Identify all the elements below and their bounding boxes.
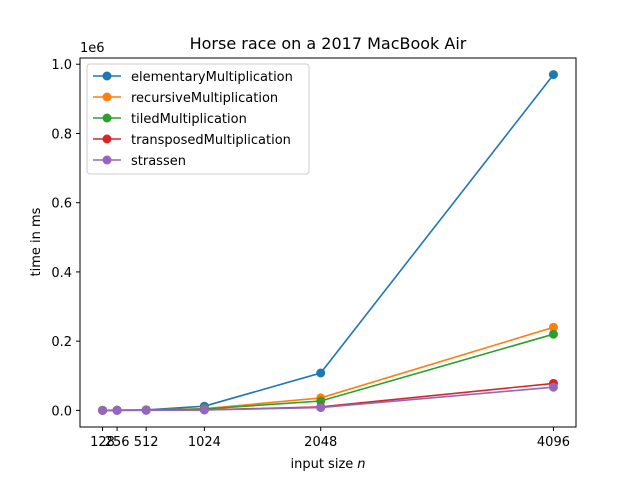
legend-box (86, 63, 310, 175)
y-axis-title: time in ms (29, 207, 44, 276)
x-tick-label: 4096 (537, 435, 570, 450)
y-tick-label: 0.0 (51, 404, 72, 419)
legend-label: elementaryMultiplication (131, 70, 293, 85)
legend-item: tiledMultiplication (93, 112, 247, 127)
x-axis-title-variable: n (357, 457, 365, 472)
y-tick-label: 0.4 (51, 266, 72, 281)
legend-label: transposedMultiplication (131, 133, 291, 148)
legend-item: strassen (93, 154, 186, 169)
chart-title: Horse race on a 2017 MacBook Air (190, 34, 467, 53)
y-tick-label: 0.2 (51, 335, 72, 350)
legend: elementaryMultiplication recursiveMultipl… (86, 63, 310, 175)
y-axis: 0.0 0.2 0.4 0.6 0.8 1.0 (51, 58, 80, 419)
data-point (316, 368, 326, 378)
x-tick-label: 512 (134, 435, 159, 450)
plot-frame (79, 57, 577, 428)
series-line (102, 333, 554, 412)
legend-item: transposedMultiplication (93, 133, 291, 148)
legend-swatch-marker (102, 92, 112, 102)
y-tick-label: 0.6 (51, 197, 72, 212)
data-point (548, 382, 558, 392)
x-tick-label: 2048 (304, 435, 337, 450)
data-point (141, 405, 151, 415)
data-point (98, 405, 108, 415)
x-axis-title: input size n (290, 457, 365, 472)
x-tick-label: 1024 (188, 435, 221, 450)
data-point (316, 403, 326, 413)
legend-item: recursiveMultiplication (93, 91, 278, 106)
y-tick-label: 0.8 (51, 127, 72, 142)
data-point (548, 322, 558, 332)
legend-label: strassen (131, 154, 186, 169)
x-tick-label: 256 (105, 435, 130, 450)
legend-swatch-marker (102, 71, 112, 81)
x-axis-title-text: input size (290, 457, 353, 472)
y-tick-label: 1.0 (51, 58, 72, 73)
series-1 (98, 322, 558, 415)
series-4 (98, 382, 558, 415)
data-point (199, 405, 209, 415)
y-offset-label: 1e6 (80, 41, 105, 56)
series-line (102, 326, 554, 412)
data-point (112, 405, 122, 415)
series-2 (98, 329, 558, 415)
plot-area (98, 70, 558, 415)
legend-label: recursiveMultiplication (131, 91, 278, 106)
legend-swatch-marker (102, 155, 112, 165)
legend-item: elementaryMultiplication (93, 70, 293, 85)
data-point (548, 70, 558, 80)
x-tick-label: 128 (90, 435, 115, 450)
legend-swatch-marker (102, 113, 112, 123)
data-point (548, 329, 558, 339)
legend-swatch-marker (102, 134, 112, 144)
legend-label: tiledMultiplication (131, 112, 247, 127)
